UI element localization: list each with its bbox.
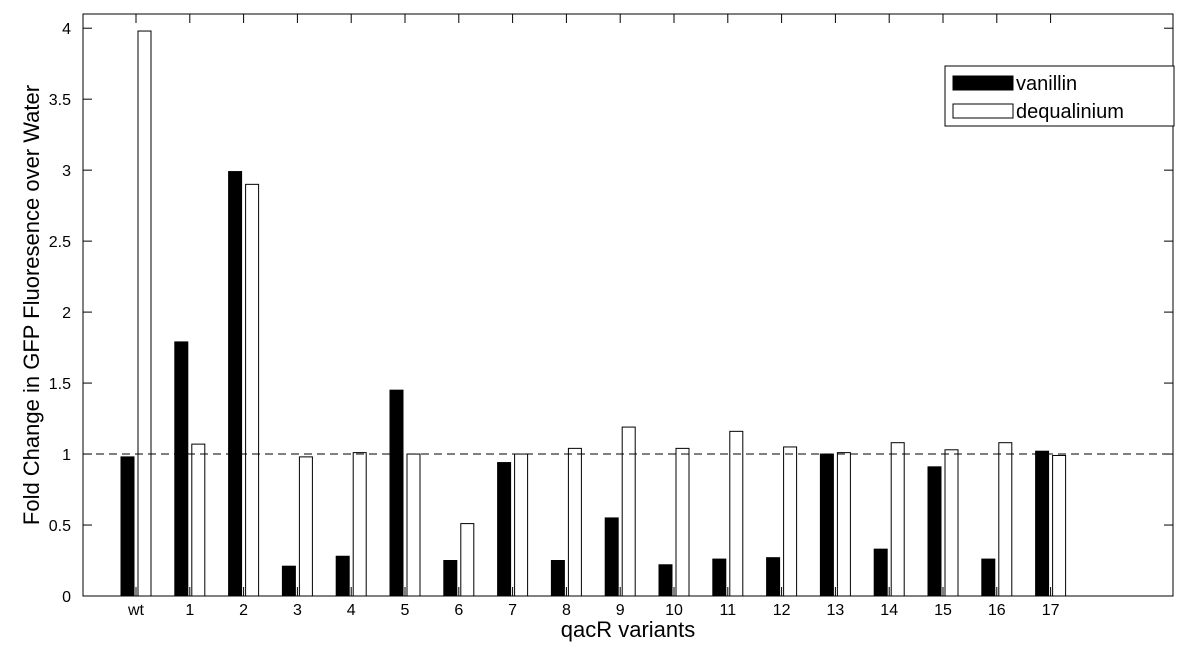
bar-dequalinium-4 <box>352 452 367 597</box>
bar-dequalinium-14 <box>890 442 905 597</box>
x-tick-label: 5 <box>401 602 410 619</box>
bars-layer <box>120 30 1067 597</box>
bar-dequalinium-15 <box>944 449 959 597</box>
x-tick-label: wt <box>127 602 145 619</box>
x-tick-label: 11 <box>719 602 736 619</box>
bar-vanillin-17 <box>1035 450 1050 597</box>
y-tick-label: 0 <box>62 589 71 606</box>
bar-vanillin-13 <box>819 453 834 597</box>
bar-dequalinium-13 <box>836 452 851 597</box>
x-tick-label: 1 <box>185 602 194 619</box>
bar-vanillin-6 <box>443 560 458 597</box>
legend: vanillin dequalinium <box>944 65 1175 127</box>
bar-dequalinium-5 <box>406 453 421 597</box>
y-axis-label: Fold Change in GFP Fluoresence over Wate… <box>19 85 44 525</box>
bar-vanillin-4 <box>335 555 350 597</box>
bar-dequalinium-8 <box>567 447 582 597</box>
x-tick-label: 3 <box>293 602 302 619</box>
bar-dequalinium-11 <box>729 430 744 597</box>
legend-label-vanillin: vanillin <box>1016 73 1077 95</box>
axis-ticks <box>83 14 1173 597</box>
bar-dequalinium-10 <box>675 447 690 597</box>
y-tick-label: 2 <box>62 305 71 322</box>
y-tick-label: 4 <box>62 21 71 38</box>
x-tick-label: 13 <box>827 602 845 619</box>
x-tick-label: 4 <box>347 602 356 619</box>
bar-dequalinium-wt <box>137 30 152 597</box>
bar-vanillin-1 <box>174 341 189 597</box>
bar-dequalinium-12 <box>783 446 798 597</box>
bar-vanillin-12 <box>766 557 781 597</box>
bar-vanillin-7 <box>497 462 512 597</box>
bar-vanillin-15 <box>927 466 942 597</box>
x-tick-label: 10 <box>665 602 683 619</box>
y-tick-label: 2.5 <box>49 234 71 251</box>
bar-dequalinium-9 <box>621 426 636 597</box>
legend-label-dequalinium: dequalinium <box>1016 101 1124 123</box>
bar-dequalinium-16 <box>998 442 1013 597</box>
bar-vanillin-5 <box>389 389 404 597</box>
bar-vanillin-wt <box>120 456 135 597</box>
x-tick-label: 8 <box>562 602 571 619</box>
bar-dequalinium-2 <box>245 183 260 597</box>
x-tick-label: 7 <box>508 602 517 619</box>
bar-dequalinium-6 <box>460 523 475 597</box>
x-tick-label: 16 <box>988 602 1006 619</box>
x-tick-label: 14 <box>880 602 898 619</box>
bar-vanillin-16 <box>981 558 996 597</box>
bar-dequalinium-7 <box>514 453 529 597</box>
bar-dequalinium-17 <box>1052 454 1067 597</box>
x-tick-label: 15 <box>934 602 952 619</box>
y-tick-label: 1 <box>62 447 71 464</box>
bar-vanillin-2 <box>228 171 243 597</box>
x-tick-label: 17 <box>1042 602 1060 619</box>
bar-dequalinium-1 <box>191 443 206 597</box>
bar-vanillin-11 <box>712 558 727 597</box>
bar-vanillin-3 <box>281 565 296 597</box>
x-tick-labels: wt 1 2 3 4 5 6 7 8 9 10 11 12 13 14 15 16 17 <box>127 602 1060 619</box>
x-tick-label: 6 <box>454 602 463 619</box>
y-tick-label: 0.5 <box>49 518 71 535</box>
bar-vanillin-9 <box>604 517 619 597</box>
x-tick-label: 12 <box>773 602 791 619</box>
plot-area-frame <box>82 13 1174 597</box>
y-tick-label: 3 <box>62 163 71 180</box>
bar-vanillin-10 <box>658 564 673 597</box>
bar-vanillin-8 <box>550 560 565 597</box>
y-tick-label: 3.5 <box>49 92 71 109</box>
bar-vanillin-14 <box>873 548 888 597</box>
legend-swatch-vanillin <box>952 75 1014 91</box>
x-tick-label: 2 <box>239 602 248 619</box>
y-tick-label: 1.5 <box>49 376 71 393</box>
bar-dequalinium-3 <box>298 456 313 597</box>
x-tick-label: 9 <box>616 602 625 619</box>
legend-swatch-dequalinium <box>952 103 1014 119</box>
y-tick-labels: 0 0.5 1 1.5 2 2.5 3 3.5 4 <box>49 21 71 606</box>
x-axis-label: qacR variants <box>561 617 696 642</box>
